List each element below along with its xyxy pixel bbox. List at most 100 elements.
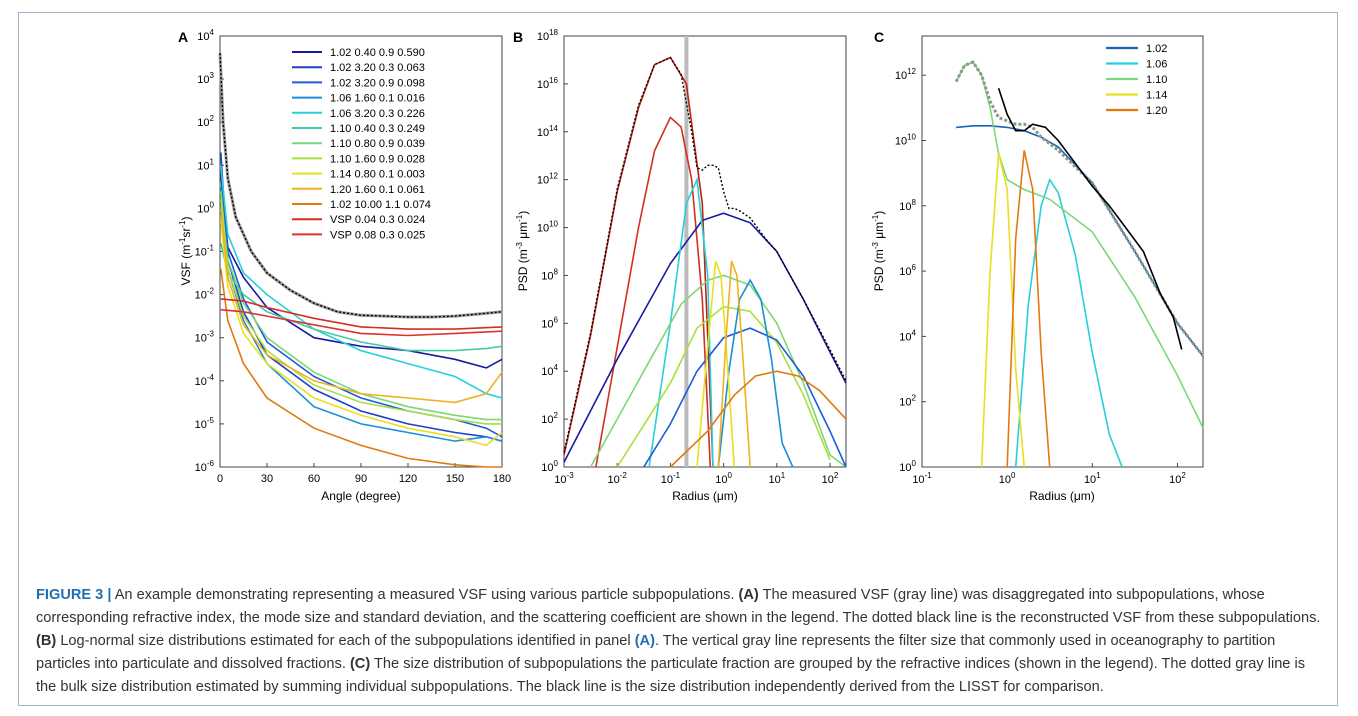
panel-c-xlabel: Radius (μm) [1029,489,1095,503]
panel-b-ytick-label: 1016 [537,76,559,91]
panel-a-ytick-label: 10-4 [195,373,215,388]
panel-b: B 10-3 10-2 10-1 100 101 10210010210410610810… [513,28,847,503]
panel-c-ytick-label: 106 [899,263,916,278]
legend-label: 1.10 0.40 0.3 0.249 [330,123,425,135]
panel-c-xtick-label: 101 [1084,471,1101,486]
panel-a-series-line [220,199,502,421]
panel-a-xtick-label: 60 [308,473,320,485]
figure-caption: FIGURE 3 | An example demonstrating repr… [36,584,1326,699]
panel-a-xtick-label: 120 [399,473,417,485]
panel-a-xtick-label: 0 [217,473,223,485]
legend-label: 1.02 10.00 1.1 0.074 [330,199,431,211]
panel-b-xlabel: Radius (μm) [672,489,738,503]
legend-label: 1.06 [1146,59,1167,71]
panel-b-ytick-label: 102 [541,411,558,426]
panel-a-series-line [220,308,503,337]
panel-a-xtick-label: 90 [355,473,367,485]
panel-a-ytick-label: 10-2 [195,287,215,302]
panel-c-letter: C [874,29,884,45]
panel-c-xtick-label: 102 [1169,471,1186,486]
panel-c-ytick-label: 102 [899,394,916,409]
legend-label: 1.10 0.80 0.9 0.039 [330,138,425,150]
legend-label: 1.02 3.20 0.3 0.063 [330,62,425,74]
panel-a-ytick-label: 10-5 [195,416,215,431]
panel-a-letter: A [178,29,188,45]
panel-c-series-line [1006,150,1051,468]
panel-b-ytick-label: 100 [541,459,558,474]
panel-b-ytick-label: 108 [541,267,558,282]
panel-c-plot-area [921,35,1204,468]
panel-a-series-line [220,268,502,468]
panel-a-series [218,53,503,468]
panel-a-ytick-label: 103 [197,71,214,86]
legend-label: VSP 0.08 0.3 0.025 [330,229,425,241]
panel-a-series-line [220,191,502,425]
panel-b-ylabel: PSD (m-3 μm-1) [515,211,530,292]
panel-b-bulk-line [563,56,847,453]
panel-b-letter: B [513,29,523,45]
legend-label: 1.14 0.80 0.1 0.003 [330,169,425,181]
panel-b-ytick-label: 106 [541,315,558,330]
panel-a-ytick-label: 10-3 [195,330,215,345]
legend-label: 1.02 [1146,43,1167,55]
panel-a-plot-area [219,35,503,468]
panel-b-series-line [717,260,751,468]
panel-c-xtick-label: 100 [999,471,1016,486]
panel-c-ytick-label: 104 [899,328,916,343]
panel-c-series [954,60,1205,468]
legend-label: 1.02 3.20 0.9 0.098 [330,77,425,89]
panel-a-reconstructed-line [219,53,503,318]
panel-b-series-line [643,327,847,468]
panel-b-xtick-label: 10-1 [661,471,681,486]
panel-a-xlabel: Angle (degree) [321,489,400,503]
panel-c-ytick-label: 1012 [895,67,917,82]
panel-a-series-line [220,221,503,447]
panel-c-lisst-line [997,87,1183,350]
panel-a-ytick-label: 10-6 [195,459,215,474]
caption-ref-a: (A) [738,587,759,603]
panel-b-series-line [717,278,794,468]
panel-b-series-line [616,305,831,468]
panel-c-legend: 1.02 1.06 1.10 1.14 1.20 [1106,43,1167,117]
caption-ref-c: (C) [349,656,371,672]
panel-b-ytick-label: 1010 [537,220,559,235]
legend-label: 1.02 0.40 0.9 0.590 [330,47,425,59]
panel-a-ytick-label: 101 [197,157,214,172]
caption-ref-a-link[interactable]: (A) [634,633,655,649]
caption-text-5: The size distribution of subpopulations … [36,656,1306,695]
legend-label: 1.14 [1146,90,1167,102]
panel-b-ytick-label: 1012 [537,172,559,187]
panel-b-xtick-label: 10-3 [554,471,574,486]
panel-b-ytick-label: 1018 [537,28,559,43]
legend-label: 1.06 1.60 0.1 0.016 [330,93,425,105]
figure-frame [18,12,1338,706]
figure-label: FIGURE 3 | [36,587,112,603]
legend-label: VSP 0.04 0.3 0.024 [330,214,425,226]
panel-b-ticks: 10-3 10-2 10-1 100 101 102 100 102 104 106 108 1010… [537,28,839,486]
legend-label: 1.10 [1146,74,1167,86]
panel-b-series [563,36,847,468]
panel-b-series-line [669,370,847,468]
panel-c-ytick-label: 100 [899,459,916,474]
panel-b-xtick-label: 102 [822,471,839,486]
caption-text-1: An example demonstrating representing a … [111,587,739,603]
caption-text-3: Log-normal size distributions estimated … [56,633,635,649]
panel-b-series-line [696,260,736,468]
panel-a-legend: 1.02 0.40 0.9 0.590 1.02 3.20 0.3 0.063 1.… [292,47,431,241]
caption-text-2: The measured VSF (gray line) was disaggr… [36,587,1321,626]
panel-a-series-line [220,152,503,442]
panel-a-ytick-label: 104 [197,28,214,43]
legend-label: 1.06 3.20 0.3 0.226 [330,108,425,120]
panel-b-ytick-label: 1014 [537,124,559,139]
panel-a-xtick-label: 150 [446,473,464,485]
panel-a-ticks: 0 30 60 90 120 150 180 10-6 10-5 10-4 10-3 10-2 10-1… [195,28,512,485]
panel-b-xtick-label: 10-2 [608,471,628,486]
legend-label: 1.20 [1146,105,1167,117]
legend-label: 1.20 1.60 0.1 0.061 [330,184,425,196]
panel-a-xtick-label: 30 [261,473,273,485]
panel-a-xtick-label: 180 [493,473,511,485]
panel-c-series-line [980,153,1025,468]
panel-c-bulk-line [954,60,1205,357]
legend-label: 1.10 1.60 0.9 0.028 [330,153,425,165]
